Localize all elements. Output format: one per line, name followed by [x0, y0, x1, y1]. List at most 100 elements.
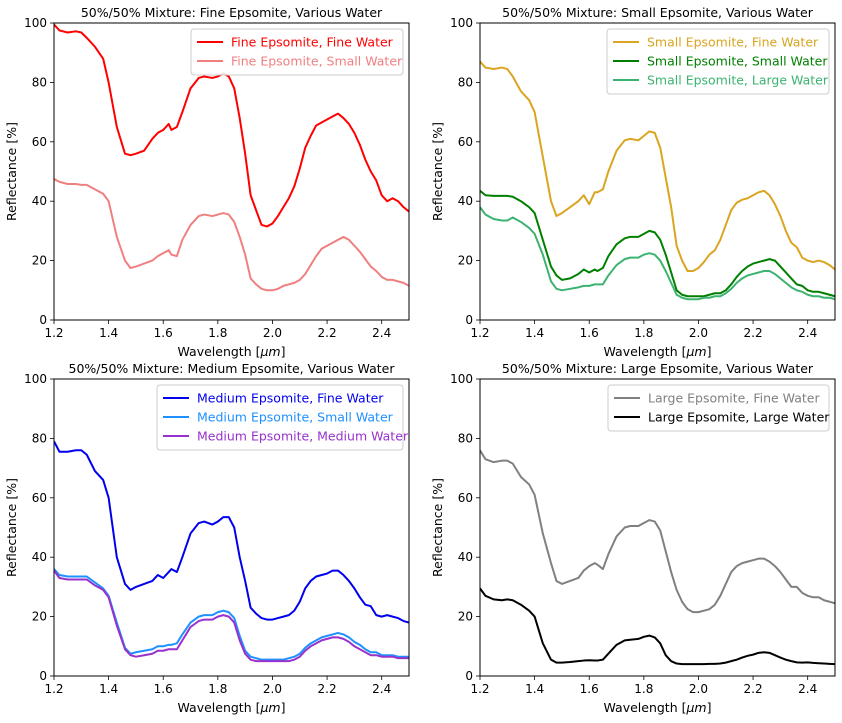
y-tick-label: 40: [32, 550, 47, 564]
panel-medium-epsomite: 50%/50% Mixture: Medium Epsomite, Variou…: [4, 361, 410, 715]
y-tick-label: 0: [39, 669, 47, 683]
y-tick-label: 40: [458, 194, 473, 208]
x-tick-label: 1.2: [44, 326, 63, 340]
x-tick-label: 1.2: [470, 682, 489, 696]
x-tick-label: 2.4: [798, 326, 817, 340]
y-tick-label: 80: [458, 431, 473, 445]
x-tick-label: 2.2: [318, 326, 337, 340]
series-line-3: [54, 569, 409, 663]
x-tick-label: 1.4: [525, 326, 544, 340]
axes-frame: [53, 22, 410, 321]
legend-box: [190, 28, 404, 76]
x-tick-label: 2.4: [372, 682, 391, 696]
x-axis-label: Wavelength [μm]: [603, 344, 711, 359]
panel-small-epsomite: 50%/50% Mixture: Small Epsomite, Various…: [430, 5, 836, 359]
y-tick-label: 60: [32, 135, 47, 149]
x-axis-label: Wavelength [μm]: [177, 700, 285, 715]
y-tick-label: 80: [458, 75, 473, 89]
y-tick-label: 20: [458, 610, 473, 624]
y-tick-label: 20: [32, 254, 47, 268]
y-axis-label: Reflectance [%]: [430, 478, 445, 577]
series-line-1: [480, 449, 835, 614]
y-tick-label: 60: [458, 491, 473, 505]
series-group: [54, 23, 409, 292]
y-tick-label: 40: [32, 194, 47, 208]
legend-entry: Small Epsomite, Large Water: [647, 73, 829, 88]
legend-entry: Fine Epsomite, Small Water: [231, 54, 403, 69]
x-axis-label: Wavelength [μm]: [177, 344, 285, 359]
x-tick-label: 1.8: [208, 326, 227, 340]
y-tick-label: 80: [32, 75, 47, 89]
panel-large-epsomite: 50%/50% Mixture: Large Epsomite, Various…: [430, 361, 836, 715]
legend-entry: Small Epsomite, Fine Water: [647, 35, 819, 50]
chart-title: 50%/50% Mixture: Fine Epsomite, Various …: [81, 5, 383, 20]
legend-box: [156, 384, 404, 451]
y-tick-label: 60: [32, 491, 47, 505]
x-tick-label: 1.8: [208, 682, 227, 696]
series-group: [480, 449, 835, 666]
x-tick-label: 1.2: [470, 326, 489, 340]
y-tick-label: 80: [32, 431, 47, 445]
x-tick-label: 1.6: [580, 326, 599, 340]
series-line-2: [54, 178, 409, 292]
x-tick-label: 2.2: [744, 326, 763, 340]
x-tick-label: 1.2: [44, 682, 63, 696]
legend-entry: Medium Epsomite, Medium Water: [197, 429, 409, 444]
y-axis-label: Reflectance [%]: [4, 478, 19, 577]
x-tick-label: 2.0: [689, 682, 708, 696]
y-tick-label: 100: [24, 372, 47, 386]
legend-box: [607, 384, 830, 432]
legend-box: [606, 28, 830, 95]
chart-title: 50%/50% Mixture: Small Epsomite, Various…: [502, 5, 814, 20]
legend: Small Epsomite, Fine Water Small Epsomite…: [606, 28, 830, 95]
x-tick-label: 1.8: [634, 326, 653, 340]
x-axis-label: Wavelength [μm]: [603, 700, 711, 715]
axes-frame: [479, 378, 836, 677]
legend: Medium Epsomite, Fine Water Medium Epsomi…: [156, 384, 409, 451]
legend-entry: Medium Epsomite, Fine Water: [197, 391, 384, 406]
y-tick-label: 20: [458, 254, 473, 268]
x-tick-label: 1.4: [99, 682, 118, 696]
x-tick-label: 1.8: [634, 682, 653, 696]
x-tick-label: 1.6: [154, 682, 173, 696]
y-axis-label: Reflectance [%]: [4, 122, 19, 221]
series-line-2: [480, 190, 835, 298]
y-tick-label: 40: [458, 550, 473, 564]
axes-frame: [479, 22, 836, 321]
series-line-2: [480, 587, 835, 666]
y-tick-label: 0: [465, 313, 473, 327]
legend-entry: Large Epsomite, Large Water: [648, 410, 830, 425]
series-line-1: [54, 23, 409, 228]
y-tick-label: 100: [450, 16, 473, 30]
x-tick-label: 2.0: [263, 682, 282, 696]
x-tick-label: 1.4: [99, 326, 118, 340]
series-line-3: [480, 206, 835, 301]
legend: Fine Epsomite, Fine Water Fine Epsomite, …: [190, 28, 404, 76]
y-tick-label: 0: [465, 669, 473, 683]
chart-title: 50%/50% Mixture: Large Epsomite, Various…: [502, 361, 814, 376]
panel-fine-epsomite: 50%/50% Mixture: Fine Epsomite, Various …: [4, 5, 410, 359]
legend-entry: Fine Epsomite, Fine Water: [231, 35, 394, 50]
series-group: [480, 60, 835, 301]
chart-title: 50%/50% Mixture: Medium Epsomite, Variou…: [69, 361, 396, 376]
x-tick-label: 1.4: [525, 682, 544, 696]
x-tick-label: 2.4: [372, 326, 391, 340]
legend-entry: Small Epsomite, Small Water: [647, 54, 828, 69]
series-group: [54, 440, 409, 663]
y-tick-label: 60: [458, 135, 473, 149]
y-tick-label: 20: [32, 610, 47, 624]
legend: Large Epsomite, Fine Water Large Epsomite…: [607, 384, 830, 432]
legend-entry: Medium Epsomite, Small Water: [197, 410, 394, 425]
x-tick-label: 2.4: [798, 682, 817, 696]
x-tick-label: 2.0: [689, 326, 708, 340]
y-tick-label: 100: [24, 16, 47, 30]
x-tick-label: 2.2: [744, 682, 763, 696]
series-line-1: [480, 60, 835, 272]
axes-frame: [53, 378, 410, 677]
x-tick-label: 1.6: [154, 326, 173, 340]
x-tick-label: 2.2: [318, 682, 337, 696]
x-tick-label: 2.0: [263, 326, 282, 340]
legend-entry: Large Epsomite, Fine Water: [648, 391, 820, 406]
y-axis-label: Reflectance [%]: [430, 122, 445, 221]
